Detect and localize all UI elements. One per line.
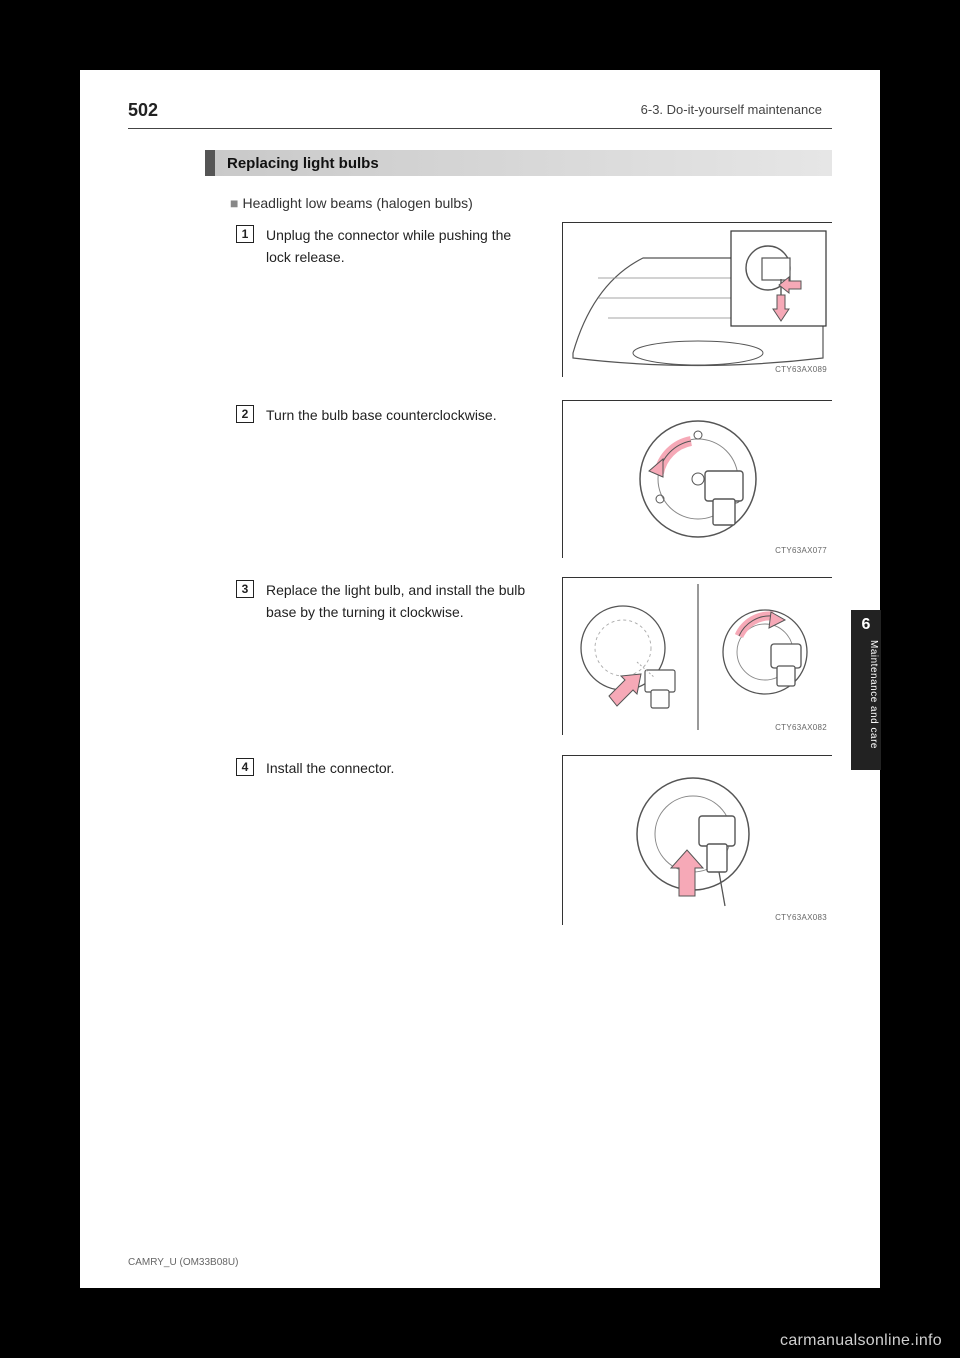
step-text: Unplug the connector while pushing the l… — [266, 225, 538, 268]
chapter-reference: 6-3. Do-it-yourself maintenance — [641, 102, 822, 117]
step-text: Replace the light bulb, and install the … — [266, 580, 538, 623]
step-number-badge: 3 — [236, 580, 254, 598]
watermark-text: carmanualsonline.info — [780, 1332, 942, 1350]
step-block: 1 Unplug the connector while pushing the… — [238, 225, 538, 268]
figure-illustration — [563, 756, 833, 926]
step-block: 3 Replace the light bulb, and install th… — [238, 580, 538, 623]
figure: CTY63AX077 — [562, 400, 832, 558]
section-title-bar: Replacing light bulbs — [205, 150, 832, 176]
step-block: 4 Install the connector. — [238, 758, 538, 780]
figure-id-label: CTY63AX083 — [775, 913, 827, 922]
footer-document-id: CAMRY_U (OM33B08U) — [128, 1257, 238, 1268]
step-number-badge: 2 — [236, 405, 254, 423]
figure-illustration — [563, 401, 833, 559]
step-block: 2 Turn the bulb base counterclockwise. — [238, 405, 538, 427]
figure-illustration — [563, 578, 833, 736]
subheading-text: Headlight low beams (halogen bulbs) — [242, 195, 472, 211]
step-number-badge: 1 — [236, 225, 254, 243]
step-text: Turn the bulb base counterclockwise. — [266, 405, 538, 427]
figure-illustration — [563, 223, 833, 378]
figure: CTY63AX082 — [562, 577, 832, 735]
figure: CTY63AX089 — [562, 222, 832, 377]
figure-id-label: CTY63AX082 — [775, 723, 827, 732]
manual-page: 502 6-3. Do-it-yourself maintenance Repl… — [80, 70, 880, 1288]
header-rule — [128, 128, 832, 129]
subheading: ■Headlight low beams (halogen bulbs) — [230, 195, 473, 211]
figure-id-label: CTY63AX077 — [775, 546, 827, 555]
page-number: 502 — [128, 100, 158, 121]
subheading-bullet-icon: ■ — [230, 195, 238, 211]
figure-id-label: CTY63AX089 — [775, 365, 827, 374]
section-title-text: Replacing light bulbs — [227, 155, 379, 172]
section-side-tab: 6 Maintenance and care — [851, 610, 881, 770]
step-text: Install the connector. — [266, 758, 538, 780]
side-tab-number: 6 — [851, 616, 881, 634]
side-tab-label: Maintenance and care — [868, 640, 879, 800]
step-number-badge: 4 — [236, 758, 254, 776]
figure: CTY63AX083 — [562, 755, 832, 925]
